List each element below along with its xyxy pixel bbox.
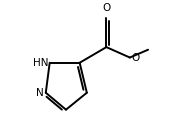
Text: N: N	[36, 88, 44, 98]
Text: HN: HN	[33, 58, 48, 68]
Text: O: O	[131, 53, 140, 62]
Text: O: O	[102, 3, 111, 13]
